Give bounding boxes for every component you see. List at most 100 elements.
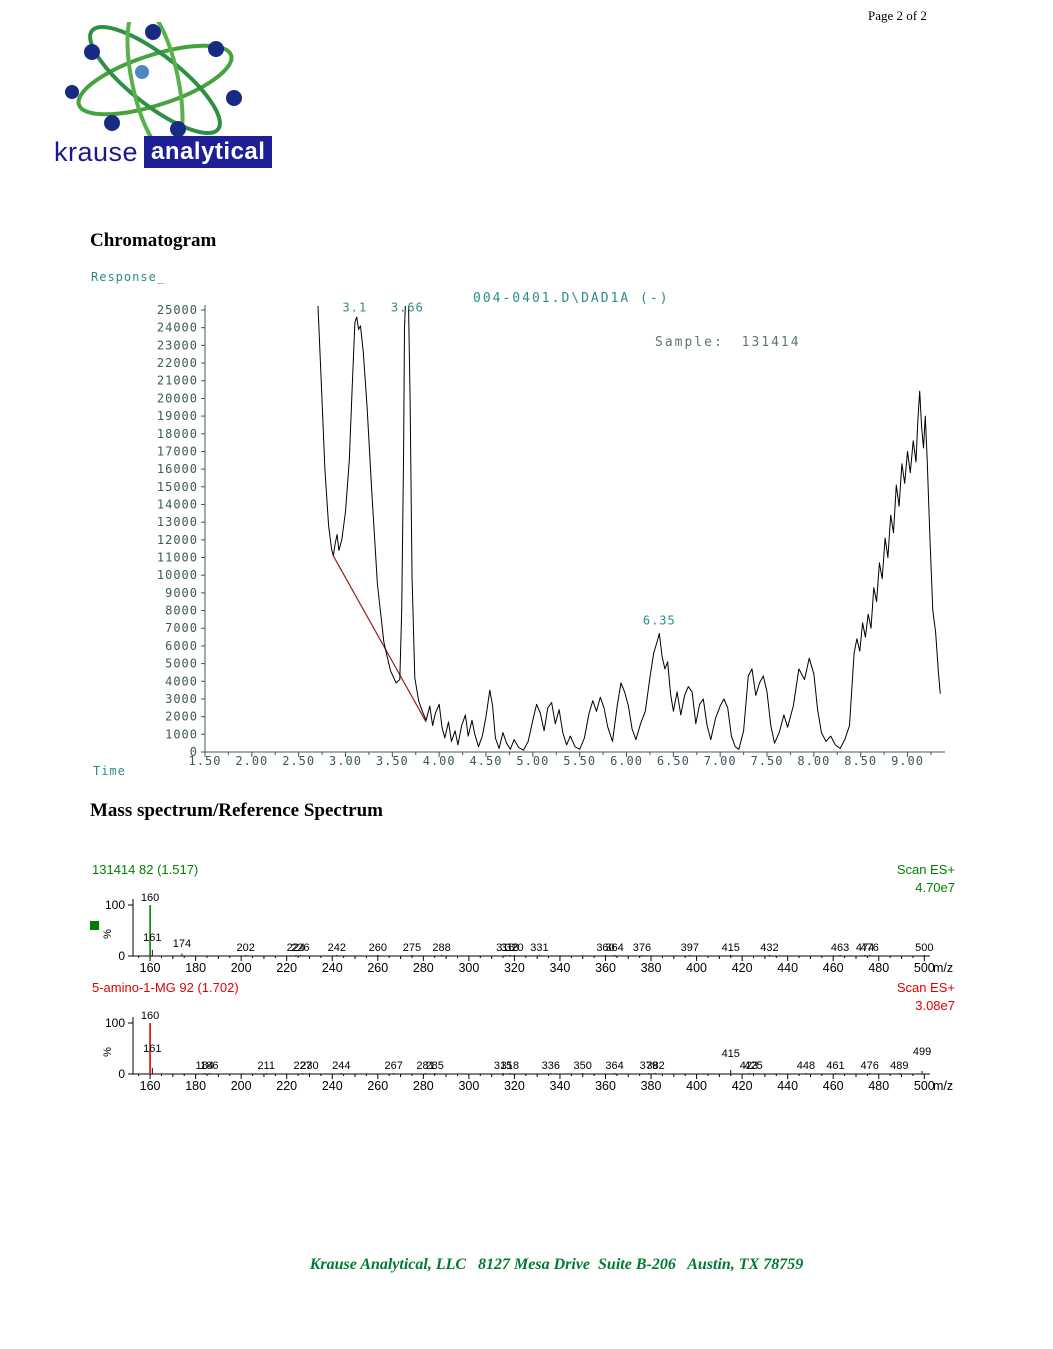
- svg-text:161: 161: [143, 932, 161, 944]
- svg-text:500: 500: [915, 942, 933, 954]
- svg-text:19000: 19000: [157, 409, 198, 423]
- svg-text:220: 220: [276, 961, 297, 975]
- svg-text:340: 340: [550, 1079, 571, 1093]
- svg-text:12000: 12000: [157, 533, 198, 547]
- svg-text:7000: 7000: [165, 621, 198, 635]
- svg-text:400: 400: [686, 961, 707, 975]
- svg-text:480: 480: [868, 961, 889, 975]
- svg-text:3000: 3000: [165, 692, 198, 706]
- svg-text:200: 200: [231, 1079, 252, 1093]
- mass-spectrum-heading: Mass spectrum/Reference Spectrum: [90, 800, 384, 821]
- svg-text:5000: 5000: [165, 657, 198, 671]
- svg-text:2.00: 2.00: [235, 754, 268, 768]
- svg-text:226: 226: [291, 942, 309, 954]
- series-marker-icon: [90, 921, 99, 930]
- svg-text:5.50: 5.50: [563, 754, 596, 768]
- svg-text:318: 318: [501, 1060, 519, 1072]
- svg-text:200: 200: [231, 961, 252, 975]
- svg-text:4.00: 4.00: [423, 754, 456, 768]
- svg-text:242: 242: [328, 942, 346, 954]
- svg-text:0: 0: [190, 745, 198, 759]
- svg-text:9000: 9000: [165, 586, 198, 600]
- svg-text:500: 500: [914, 961, 935, 975]
- svg-text:14000: 14000: [157, 497, 198, 511]
- svg-text:6.00: 6.00: [610, 754, 643, 768]
- svg-text:1000: 1000: [165, 727, 198, 741]
- svg-text:9.00: 9.00: [891, 754, 924, 768]
- svg-text:8000: 8000: [165, 604, 198, 618]
- svg-text:7.00: 7.00: [704, 754, 737, 768]
- svg-text:7.50: 7.50: [751, 754, 784, 768]
- svg-text:160: 160: [141, 1010, 159, 1022]
- svg-text:202: 202: [237, 942, 255, 954]
- svg-text:397: 397: [681, 942, 699, 954]
- svg-text:16000: 16000: [157, 462, 198, 476]
- page-number: Page 2 of 2: [868, 8, 927, 23]
- svg-text:380: 380: [641, 961, 662, 975]
- svg-text:224: 224: [287, 942, 305, 954]
- svg-text:004-0401.D\DAD1A (-): 004-0401.D\DAD1A (-): [473, 291, 670, 306]
- svg-text:448: 448: [797, 1060, 815, 1072]
- svg-text:360: 360: [595, 961, 616, 975]
- svg-text:320: 320: [505, 942, 523, 954]
- svg-text:24000: 24000: [157, 321, 198, 335]
- svg-text:360: 360: [595, 1079, 616, 1093]
- svg-text:3.1: 3.1: [343, 301, 368, 315]
- svg-text:288: 288: [432, 942, 450, 954]
- svg-text:300: 300: [458, 961, 479, 975]
- svg-text:285: 285: [426, 1060, 444, 1072]
- logo-analytical-text: analytical: [144, 136, 273, 168]
- svg-text:364: 364: [605, 1060, 623, 1072]
- svg-text:21000: 21000: [157, 374, 198, 388]
- spectrum2-svg: 100 0% 160 180 200 220 240 260 280 300 320 340 360 38…: [102, 1010, 953, 1093]
- svg-text:20000: 20000: [157, 391, 198, 405]
- svg-text:415: 415: [722, 1048, 740, 1060]
- svg-text:476: 476: [860, 1060, 878, 1072]
- svg-text:Sample: 131414: Sample: 131414: [655, 335, 801, 350]
- svg-text:379: 379: [640, 1060, 658, 1072]
- svg-text:230: 230: [300, 1060, 318, 1072]
- spectrum2-scan-label: Scan ES+: [896, 980, 955, 995]
- svg-text:318: 318: [501, 942, 519, 954]
- svg-text:3.66: 3.66: [391, 301, 424, 315]
- svg-text:174: 174: [173, 938, 191, 950]
- svg-text:340: 340: [550, 961, 571, 975]
- svg-text:320: 320: [504, 961, 525, 975]
- svg-text:376: 376: [633, 942, 651, 954]
- svg-text:440: 440: [777, 961, 798, 975]
- svg-text:364: 364: [605, 942, 623, 954]
- logo-krause-text: krause: [54, 136, 139, 167]
- svg-text:6.35: 6.35: [643, 613, 676, 627]
- svg-text:13000: 13000: [157, 515, 198, 529]
- svg-text:260: 260: [367, 961, 388, 975]
- svg-text:%: %: [102, 929, 114, 939]
- svg-text:415: 415: [722, 942, 740, 954]
- svg-text:480: 480: [868, 1079, 889, 1093]
- svg-text:%: %: [102, 1047, 114, 1057]
- svg-text:160: 160: [140, 961, 161, 975]
- svg-text:220: 220: [276, 1079, 297, 1093]
- svg-text:474: 474: [856, 942, 874, 954]
- spectrum1-intensity: 4.70e7: [915, 880, 955, 895]
- svg-text:423: 423: [740, 1060, 758, 1072]
- svg-text:m/z: m/z: [933, 1079, 953, 1093]
- svg-text:420: 420: [732, 961, 753, 975]
- spectrum1-title: 131414 82 (1.517): [92, 862, 199, 877]
- svg-text:499: 499: [913, 1046, 931, 1058]
- svg-text:0: 0: [118, 949, 125, 963]
- chromatogram-x-axis-label: Time: [93, 764, 126, 778]
- svg-text:400: 400: [686, 1079, 707, 1093]
- svg-text:3.50: 3.50: [376, 754, 409, 768]
- svg-text:315: 315: [494, 1060, 512, 1072]
- chromatogram-y-axis-label: Response_: [91, 270, 166, 284]
- svg-text:260: 260: [369, 942, 387, 954]
- svg-text:240: 240: [322, 961, 343, 975]
- svg-text:6000: 6000: [165, 639, 198, 653]
- svg-text:25000: 25000: [157, 303, 198, 317]
- svg-text:17000: 17000: [157, 444, 198, 458]
- svg-text:5.00: 5.00: [516, 754, 549, 768]
- svg-text:463: 463: [831, 942, 849, 954]
- svg-text:8.50: 8.50: [844, 754, 877, 768]
- atom-logo-icon: [65, 22, 242, 140]
